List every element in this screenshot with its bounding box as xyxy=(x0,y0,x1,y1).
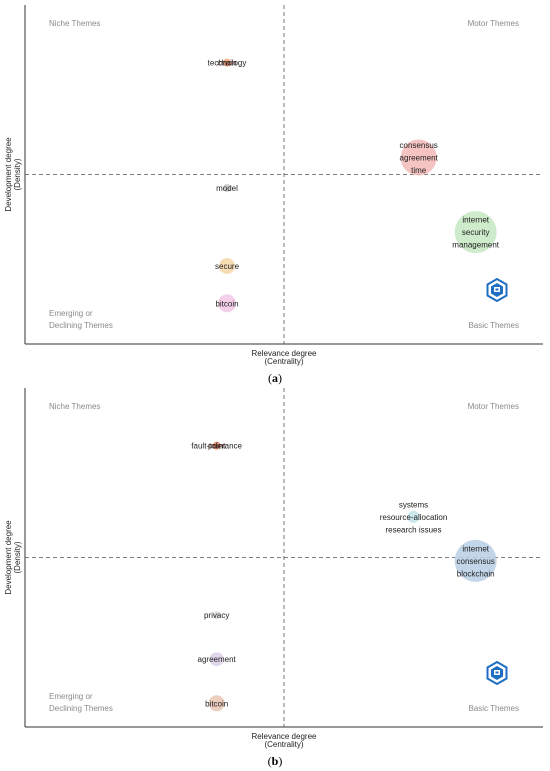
theme-label: management xyxy=(452,241,499,250)
theme-point: internet consensus blockchain xyxy=(454,539,497,582)
y-axis-title: Development degree xyxy=(4,137,13,212)
theme-label: internet xyxy=(462,544,489,553)
theme-bubble xyxy=(454,539,497,582)
theme-point: secure xyxy=(215,258,240,275)
x-axis-title: Relevance degree xyxy=(252,349,317,358)
x-axis-title: Relevance degree xyxy=(252,732,317,741)
bibliometrix-logo-icon xyxy=(486,660,508,686)
theme-point: bitcoin xyxy=(215,294,239,313)
panel-b: Niche Themes Motor Themes Emerging or Decli… xyxy=(0,385,550,771)
y-axis-subtitle: (Density) xyxy=(13,158,22,190)
theme-label: secure xyxy=(215,262,240,271)
theme-bubble xyxy=(400,139,437,176)
x-axis-subtitle: (Centrality) xyxy=(264,740,303,749)
theme-label: fault-tolerance xyxy=(191,442,242,451)
quadrant-label-motor: Motor Themes xyxy=(468,402,519,411)
theme-label: model xyxy=(216,184,238,193)
y-axis-subtitle: (Density) xyxy=(13,541,22,573)
theme-label: consensus xyxy=(400,141,438,150)
theme-bubble xyxy=(223,58,232,67)
quadrant-label-niche: Niche Themes xyxy=(49,402,100,411)
quadrant-label-emerging-1: Emerging or xyxy=(49,692,93,701)
scatter-chart-b: Niche Themes Motor Themes Emerging or Decli… xyxy=(4,388,543,749)
quadrant-label-basic: Basic Themes xyxy=(468,321,519,330)
theme-bubble xyxy=(212,611,221,620)
quadrant-label-basic: Basic Themes xyxy=(468,704,519,713)
theme-label: security xyxy=(462,228,490,237)
theme-bubble xyxy=(218,294,237,313)
theme-point: consensus agreement time xyxy=(400,139,439,176)
quadrant-label-niche: Niche Themes xyxy=(49,19,100,28)
scatter-chart-a: Niche Themes Motor Themes Emerging or Decli… xyxy=(4,5,543,366)
theme-label: chain xyxy=(217,59,236,68)
caption-b: (b) xyxy=(0,754,550,769)
theme-label: time xyxy=(411,166,427,175)
theme-bubble xyxy=(454,211,497,254)
quadrant-label-emerging-1: Emerging or xyxy=(49,309,93,318)
theme-bubble xyxy=(209,652,224,667)
theme-label: agreement xyxy=(400,154,439,163)
caption-a: (a) xyxy=(0,371,550,386)
quadrant-label-emerging-2: Declining Themes xyxy=(49,321,113,330)
theme-label: systems xyxy=(399,500,428,509)
panel-a: Niche Themes Motor Themes Emerging or Decli… xyxy=(0,0,550,385)
theme-label: internet xyxy=(462,216,489,225)
theme-label: agreement xyxy=(198,655,237,664)
theme-point: bitcoin xyxy=(205,695,228,712)
x-axis-subtitle: (Centrality) xyxy=(264,357,303,366)
theme-label: technology xyxy=(208,59,247,68)
bibliometrix-logo-icon xyxy=(486,277,508,303)
theme-point: model xyxy=(216,184,238,193)
caption-b-text: (b) xyxy=(267,754,283,768)
theme-label: consensus xyxy=(457,557,495,566)
quadrant-label-motor: Motor Themes xyxy=(468,19,519,28)
theme-label: bitcoin xyxy=(215,299,238,308)
theme-label: research issues xyxy=(385,525,441,534)
theme-label: point xyxy=(208,442,226,451)
y-axis-title: Development degree xyxy=(4,520,13,595)
theme-label: privacy xyxy=(204,611,229,620)
theme-label: bitcoin xyxy=(205,699,228,708)
y-axis-title-group: Development degree (Density) xyxy=(4,520,22,595)
quadrant-label-emerging-2: Declining Themes xyxy=(49,704,113,713)
y-axis-title-group: Development degree (Density) xyxy=(4,137,22,212)
theme-bubble xyxy=(219,258,236,275)
theme-point: systems resource-allocation research issue… xyxy=(380,500,448,534)
theme-point: privacy xyxy=(204,611,229,620)
theme-point: agreement xyxy=(198,652,237,667)
theme-bubble xyxy=(407,510,420,523)
theme-bubble xyxy=(212,441,221,450)
caption-a-text: (a) xyxy=(268,371,282,385)
theme-bubble xyxy=(223,184,232,193)
theme-label: blockchain xyxy=(457,569,495,578)
theme-bubble xyxy=(208,695,225,712)
theme-point: internet security management xyxy=(452,211,500,254)
theme-label: resource-allocation xyxy=(380,513,448,522)
